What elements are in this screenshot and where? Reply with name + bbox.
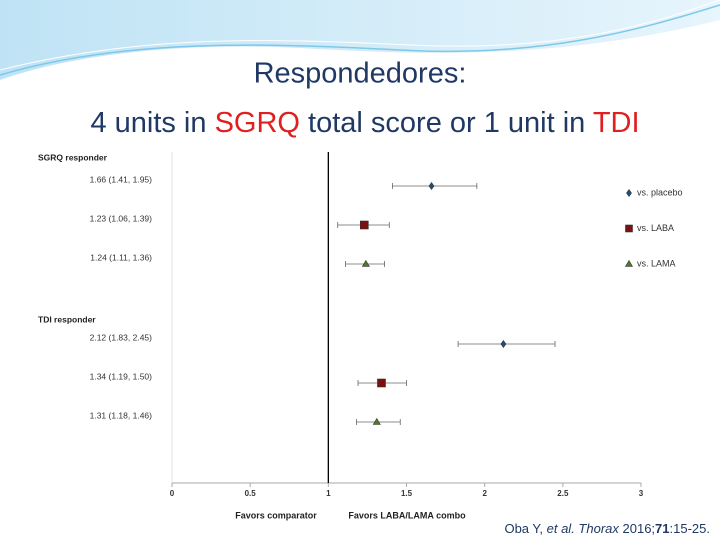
legend-label: vs. LABA (637, 223, 674, 233)
row-label: 1.31 (1.18, 1.46) (90, 410, 153, 420)
x-tick-label: 0.5 (245, 489, 257, 498)
point (359, 220, 369, 230)
citation-run: Oba Y, (504, 521, 546, 536)
group-label: TDI responder (38, 314, 96, 324)
point (500, 339, 507, 349)
title-line2: 4 units in SGRQ total score or 1 unit in… (90, 107, 639, 139)
x-tick-label: 1.5 (401, 489, 413, 498)
title-run: TDI (593, 107, 640, 139)
title-run: total score or 1 unit in (300, 107, 593, 139)
citation: Oba Y, et al. Thorax 2016;71:15-25. (504, 521, 710, 536)
x-tick-label: 0 (170, 489, 175, 498)
citation-run: 71 (655, 521, 669, 536)
legend-marker (625, 224, 633, 233)
citation-run: et al. Thorax (547, 521, 620, 536)
legend-label: vs. placebo (637, 187, 683, 197)
point (361, 259, 370, 267)
header-swoosh (0, 0, 720, 80)
row-label: 1.34 (1.19, 1.50) (90, 371, 153, 381)
point (377, 378, 386, 388)
title-run: 4 units in (90, 107, 214, 139)
x-tick-label: 3 (639, 489, 644, 498)
row-label: 1.66 (1.41, 1.95) (90, 174, 153, 184)
title-run: SGRQ (215, 107, 300, 139)
x-label-left: Favors comparator (235, 510, 317, 520)
x-tick-label: 2 (482, 489, 487, 498)
citation-run: 2016; (619, 521, 655, 536)
x-tick-label: 2.5 (557, 489, 569, 498)
citation-run: :15-25. (670, 521, 710, 536)
row-label: 1.23 (1.06, 1.39) (90, 213, 153, 223)
point (428, 181, 435, 191)
plot: 0 0.5 1 1.5 2 2.5 3 Favors comparator Favors LAB… (38, 152, 683, 520)
group-label: SGRQ responder (38, 152, 108, 162)
legend-marker (624, 259, 634, 267)
title-line1: Respondedores: (254, 58, 467, 90)
x-label-right: Favors LABA/LAMA combo (348, 510, 466, 520)
x-tick-label: 1 (326, 489, 331, 498)
row-label: 2.12 (1.83, 2.45) (90, 332, 153, 342)
legend-label: vs. LAMA (637, 258, 676, 268)
legend-marker (626, 188, 632, 198)
row-label: 1.24 (1.11, 1.36) (90, 252, 152, 262)
point (372, 417, 381, 425)
